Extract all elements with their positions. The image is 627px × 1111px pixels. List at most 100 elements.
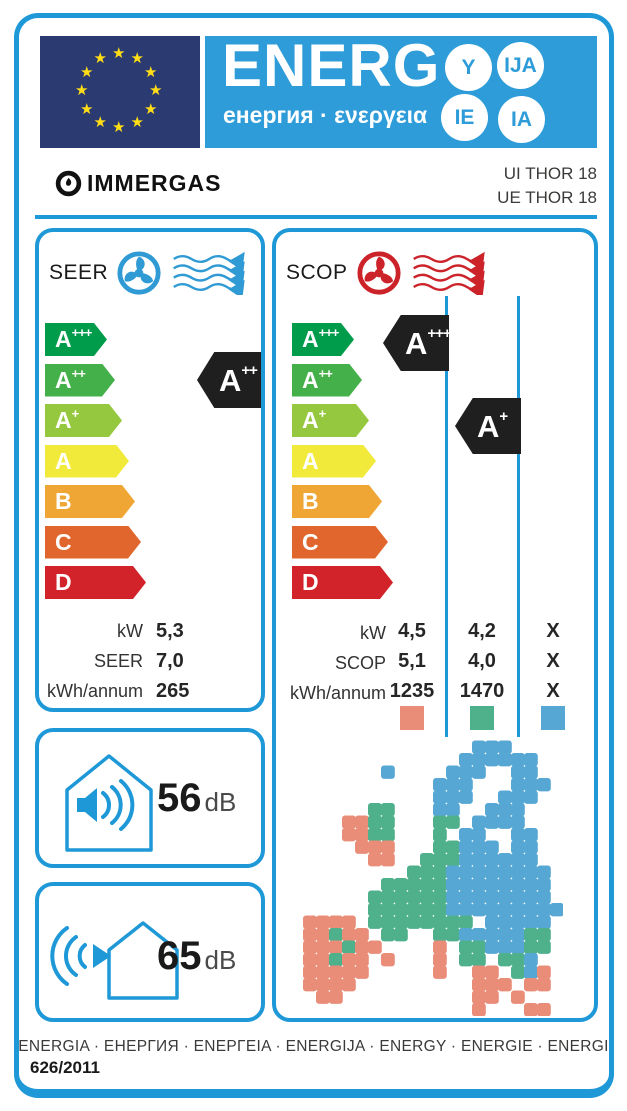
- suffix-circle-ia: IA: [498, 96, 545, 143]
- legend-square-zone-3: [541, 706, 565, 730]
- suffix-circle-ija: IJA: [497, 42, 544, 89]
- class-arrow-C: C: [292, 526, 388, 559]
- suffix-circle-ie: IE: [441, 94, 488, 141]
- europe-climate-map: [303, 740, 563, 1016]
- legend-square-zone-2: [470, 706, 494, 730]
- scop-zone-2-value: 4,2: [468, 620, 496, 642]
- value-label: kW: [360, 623, 386, 643]
- scop-zone-3-value: X: [546, 650, 560, 672]
- class-arrow-C: C: [45, 526, 141, 559]
- scop-class-scale: A +++ A ++ A + A B C D: [292, 323, 432, 611]
- heating-fan-icon: [356, 250, 402, 296]
- seer-values: kW 5,3 SEER 7,0 kWh/annum 265: [41, 620, 253, 710]
- outdoor-noise-box: 65 dB: [35, 882, 265, 1022]
- value-label: kWh/annum: [46, 681, 143, 701]
- scop-zone-1-value: 5,1: [398, 650, 426, 672]
- seer-label: SEER: [49, 261, 109, 284]
- model-indoor-unit: UI THOR 18: [503, 164, 597, 183]
- eu-star: ★: [112, 45, 126, 62]
- header-divider: [35, 215, 597, 219]
- scop-zone2-rating-arrow: A +: [455, 398, 521, 454]
- energ-header: ENERG енергия · ενεργεια Y IJA IE IA: [205, 32, 597, 148]
- value-label: kW: [117, 621, 143, 641]
- eu-star: ★: [130, 114, 144, 132]
- cooling-fan-icon: [116, 250, 162, 296]
- seer-panel: SEER A +++ A ++ A + A B C D A ++ kW 5,3 SEER 7,0 kWh/a…: [35, 228, 265, 712]
- suffix-circle-y: Y: [445, 44, 492, 91]
- cooling-airflow-icon: [170, 251, 254, 295]
- scop-zone-3-value: X: [546, 680, 560, 702]
- scop-zone-3-value: X: [546, 620, 560, 642]
- eu-star: ★: [144, 100, 158, 118]
- value-number: 7,0: [156, 650, 184, 672]
- indoor-noise-icon: [65, 754, 153, 852]
- indoor-db-unit: dB: [204, 787, 237, 817]
- value-number: 5,3: [156, 620, 184, 642]
- value-number: 265: [156, 680, 190, 702]
- zone-legend: [276, 706, 594, 730]
- eu-star: ★: [93, 114, 107, 132]
- class-arrow-Aplusplusplus: A +++: [292, 323, 354, 356]
- immergas-logo-icon: [55, 170, 82, 197]
- class-arrow-Aplusplus: A ++: [45, 364, 115, 397]
- seer-value-row: kWh/annum 265: [41, 680, 253, 710]
- outdoor-db-number: 65: [157, 934, 202, 978]
- suffix-circles: Y IJA IE IA: [437, 40, 557, 146]
- seer-class-scale: A +++ A ++ A + A B C D: [45, 323, 185, 611]
- value-label: SEER: [93, 651, 143, 671]
- class-arrow-D: D: [45, 566, 146, 599]
- value-label: SCOP: [334, 653, 386, 673]
- brand-logo: IMMERGAS: [55, 170, 222, 197]
- class-arrow-Aplusplusplus: A +++: [45, 323, 107, 356]
- scop-panel: SCOP A +++ A ++ A + A B C D A +++ A + kW 4,5 4,2 X SCOP…: [272, 228, 598, 1022]
- model-outdoor-unit: UE THOR 18: [497, 188, 597, 207]
- scop-zone-2-value: 1470: [459, 680, 505, 702]
- class-arrow-B: B: [45, 485, 135, 518]
- model-names: UI THOR 18 UE THOR 18: [380, 162, 597, 210]
- eu-star: ★: [130, 49, 144, 67]
- outdoor-noise-value: 65 dB: [157, 936, 236, 976]
- indoor-db-number: 56: [157, 776, 202, 820]
- eu-star: ★: [93, 49, 107, 67]
- class-arrow-A: A: [45, 445, 129, 478]
- brand-name: IMMERGAS: [87, 170, 222, 196]
- energ-title: ENERG: [222, 32, 441, 99]
- scop-zone-1-value: 1235: [389, 680, 435, 702]
- scop-value-row: kW 4,5 4,2 X: [276, 620, 594, 650]
- heating-airflow-icon: [410, 251, 494, 295]
- energy-words: ENERGIA · ЕНЕРГИЯ · ΕΝΕΡΓΕΙΑ · ENERGIJA …: [18, 1038, 609, 1055]
- zone-divider-1: [445, 296, 448, 737]
- class-arrow-Aplus: A +: [45, 404, 122, 437]
- scop-zone-1-value: 4,5: [398, 620, 426, 642]
- class-arrow-A: A: [292, 445, 376, 478]
- class-arrow-B: B: [292, 485, 382, 518]
- eu-star: ★: [112, 119, 126, 136]
- scop-value-row: SCOP 5,1 4,0 X: [276, 650, 594, 680]
- regulation-number: 626/2011: [30, 1058, 100, 1077]
- scop-zone-2-value: 4,0: [468, 650, 496, 672]
- eu-star: ★: [144, 63, 158, 81]
- class-arrow-Aplusplus: A ++: [292, 364, 362, 397]
- energ-subtitle: енергия · ενεργεια: [223, 102, 428, 128]
- zone-divider-2: [517, 296, 520, 737]
- eu-star: ★: [75, 82, 89, 99]
- class-arrow-D: D: [292, 566, 393, 599]
- indoor-noise-box: 56 dB: [35, 728, 265, 868]
- label-border: [14, 13, 614, 1098]
- outdoor-db-unit: dB: [204, 945, 237, 975]
- seer-rating-arrow: A ++: [197, 352, 261, 408]
- eu-star: ★: [79, 100, 94, 118]
- eu-star: ★: [79, 63, 94, 81]
- eu-flag: ★ ★ ★ ★ ★ ★ ★ ★ ★ ★ ★ ★: [40, 36, 200, 148]
- indoor-noise-value: 56 dB: [157, 778, 236, 818]
- scop-header: SCOP: [286, 250, 494, 296]
- seer-value-row: kW 5,3: [41, 620, 253, 650]
- seer-header: SEER: [49, 250, 254, 296]
- seer-value-row: SEER 7,0: [41, 650, 253, 680]
- scop-label: SCOP: [286, 261, 348, 284]
- eu-star: ★: [149, 82, 163, 99]
- value-label: kWh/annum: [289, 683, 386, 703]
- scop-value-row: kWh/annum 1235 1470 X: [276, 680, 594, 710]
